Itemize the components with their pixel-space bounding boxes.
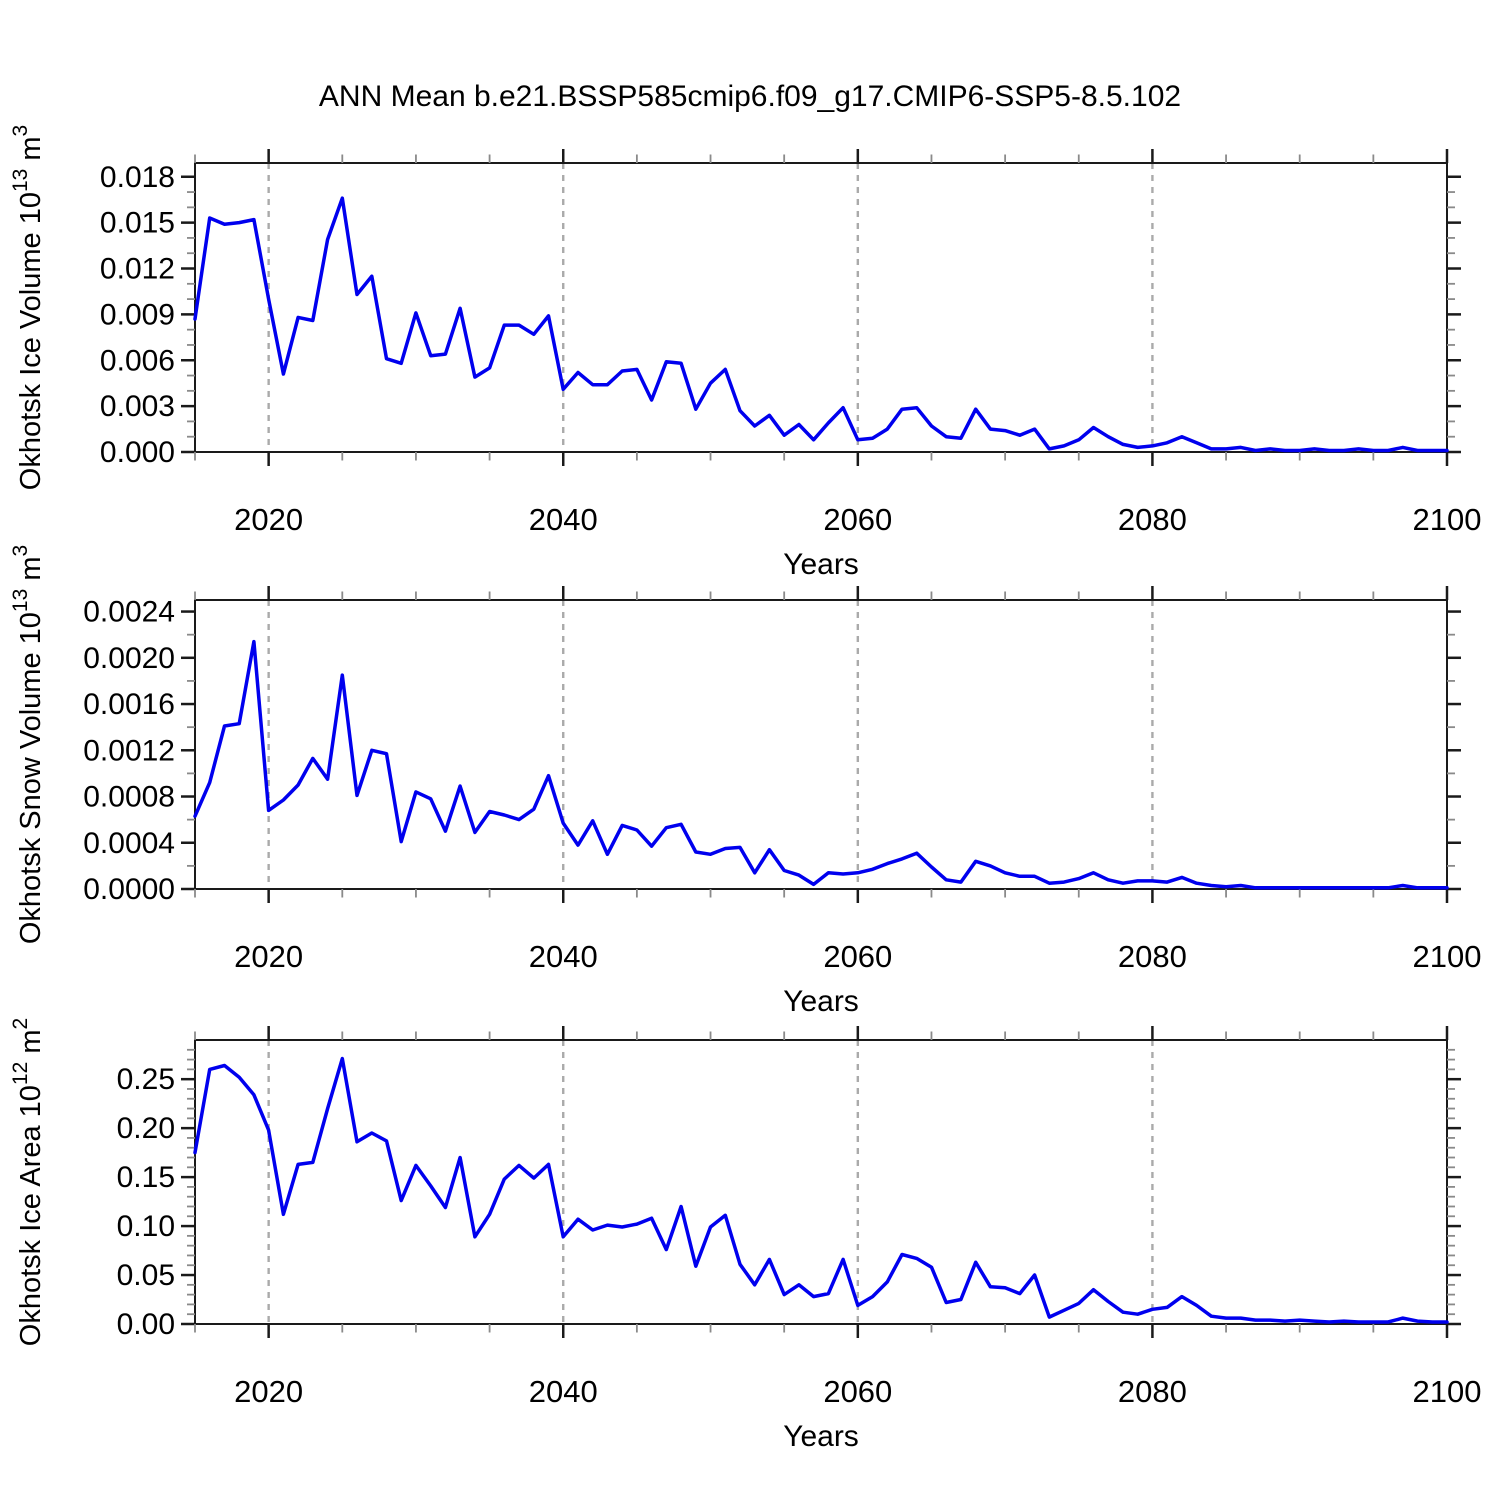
x-tick-label: 2020 [234, 502, 303, 537]
y-tick-label: 0.10 [117, 1210, 175, 1243]
series-line [193, 1056, 1449, 1324]
series-line [193, 196, 1449, 453]
y-tick-label: 0.0020 [83, 642, 175, 675]
x-tick-label: 2100 [1413, 939, 1482, 974]
panel-ice-area: 0.00 0.05 0.10 0.15 0.20 0.25 2020 2040 2060 2080… [9, 1018, 1481, 1453]
x-axis-title: Years [783, 985, 859, 1018]
y-tick-label: 0.012 [100, 253, 175, 286]
series-line [193, 639, 1449, 890]
y-tick-label: 0.25 [117, 1063, 175, 1096]
x-axis-title: Years [783, 548, 859, 581]
x-tick-label: 2100 [1413, 1374, 1482, 1409]
x-axis-title: Years [783, 1420, 859, 1453]
x-tick-label: 2040 [529, 1374, 598, 1409]
x-tick-label: 2060 [823, 502, 892, 537]
x-tick-label: 2080 [1118, 939, 1187, 974]
y-axis-title: Okhotsk Ice Area 1012 m2 [9, 1018, 47, 1346]
y-tick-label: 0.0016 [83, 688, 175, 721]
plot-frame [194, 1039, 1448, 1325]
x-tick-label: 2080 [1118, 1374, 1187, 1409]
y-tick-label: 0.015 [100, 207, 175, 240]
panel-snow-volume: 0.0000 0.0004 0.0008 0.0012 0.0016 0.0020 0.00… [9, 545, 1481, 1018]
y-tick-label: 0.003 [100, 390, 175, 423]
y-tick-label: 0.009 [100, 298, 175, 331]
y-tick-label: 0.0008 [83, 781, 175, 814]
x-tick-label: 2040 [529, 939, 598, 974]
y-tick-label: 0.006 [100, 344, 175, 377]
figure-title: ANN Mean b.e21.BSSP585cmip6.f09_g17.CMIP… [318, 80, 1182, 113]
y-tick-label: 0.0000 [83, 873, 175, 906]
y-tick-label: 0.0012 [83, 734, 175, 767]
y-axis-title: Okhotsk Ice Volume 1013 m3 [9, 125, 47, 490]
y-tick-label: 0.000 [100, 436, 175, 469]
plot-frame [194, 162, 1448, 453]
y-axis-title: Okhotsk Snow Volume 1013 m3 [9, 545, 47, 944]
y-tick-label: 0.05 [117, 1259, 175, 1292]
y-tick-label: 0.00 [117, 1308, 175, 1341]
x-tick-label: 2020 [234, 1374, 303, 1409]
y-tick-label: 0.15 [117, 1161, 175, 1194]
y-tick-label: 0.0004 [83, 827, 175, 860]
x-tick-label: 2080 [1118, 502, 1187, 537]
y-tick-label: 0.018 [100, 161, 175, 194]
y-tick-label: 0.20 [117, 1112, 175, 1145]
x-tick-label: 2060 [823, 1374, 892, 1409]
y-tick-label: 0.0024 [83, 596, 175, 629]
x-tick-label: 2100 [1413, 502, 1482, 537]
x-tick-label: 2060 [823, 939, 892, 974]
x-tick-label: 2020 [234, 939, 303, 974]
panel-ice-volume: 0.000 0.003 0.006 0.009 0.012 0.015 0.018 2020 2… [9, 125, 1481, 581]
x-tick-label: 2040 [529, 502, 598, 537]
plot-frame [194, 599, 1448, 890]
